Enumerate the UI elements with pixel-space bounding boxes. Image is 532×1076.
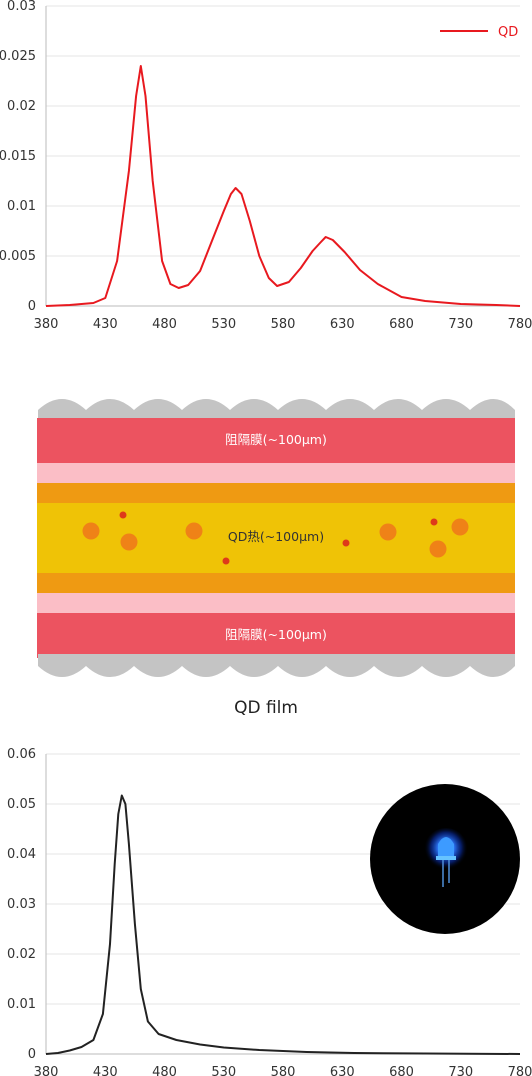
- led-bulb-icon: [438, 837, 454, 856]
- y-tick-label: 0.05: [7, 797, 36, 812]
- quantum-dot: [379, 523, 397, 541]
- quantum-dot: [429, 540, 447, 558]
- blue-led-spectrum-chart: 0 0.01 0.02 0.03 0.04 0.05 0.06 380 430 480 530 58…: [7, 747, 532, 1076]
- bottom-barrier-layer: [37, 613, 515, 658]
- chart-legend: QD: [440, 25, 518, 40]
- qd-layer-label: QD热(~100μm): [228, 529, 324, 544]
- quantum-dot: [185, 522, 203, 540]
- series-lines: [45, 65, 521, 307]
- x-tick-labels: 380 430 480 530 580 630 680 730 780: [34, 317, 532, 332]
- x-tick-label: 780: [508, 317, 532, 332]
- x-tick-label: 480: [152, 317, 177, 332]
- x-tick-label: 780: [508, 1065, 532, 1076]
- y-tick-label: 0: [28, 299, 36, 314]
- y-gridlines: [46, 5, 520, 257]
- qd-spectrum-chart: 0 0.005 0.01 0.015 0.02 0.025 0.03 380 430 480 53…: [0, 0, 532, 332]
- x-tick-label: 630: [330, 317, 355, 332]
- x-tick-label: 380: [34, 1065, 59, 1076]
- x-tick-label: 480: [152, 1065, 177, 1076]
- y-tick-label: 0.005: [0, 249, 36, 264]
- bottom-substrate-wave: [38, 654, 515, 677]
- quantum-dot-small: [430, 518, 438, 526]
- y-tick-label: 0.03: [7, 897, 36, 912]
- x-tick-label: 630: [330, 1065, 355, 1076]
- y-tick-label: 0: [28, 1047, 36, 1062]
- legend-label-qd: QD: [498, 25, 518, 40]
- y-tick-label: 0.06: [7, 747, 36, 762]
- qd-film-diagram: 阻隔膜(~100μm) QD热(~100μm) 阻隔膜(~100μm): [37, 399, 515, 677]
- x-tick-label: 430: [93, 1065, 118, 1076]
- top-substrate-wave: [38, 399, 515, 422]
- y-tick-label: 0.04: [7, 847, 36, 862]
- quantum-dot-small: [222, 557, 230, 565]
- y-tick-labels: 0 0.01 0.02 0.03 0.04 0.05 0.06: [7, 747, 36, 1062]
- x-tick-label: 380: [34, 317, 59, 332]
- x-tick-label: 680: [389, 317, 414, 332]
- x-tick-label: 580: [271, 1065, 296, 1076]
- bottom-barrier-label: 阻隔膜(~100μm): [225, 627, 327, 642]
- y-tick-label: 0.01: [7, 199, 36, 214]
- x-tick-labels: 380 430 480 530 580 630 680 730 780: [34, 1065, 532, 1076]
- y-tick-label: 0.01: [7, 997, 36, 1012]
- blue-led-image: [370, 784, 520, 934]
- top-barrier-layer: [37, 418, 515, 463]
- x-tick-label: 730: [448, 317, 473, 332]
- y-tick-labels: 0 0.005 0.01 0.015 0.02 0.025 0.03: [0, 0, 36, 314]
- quantum-dot: [120, 533, 138, 551]
- series-line-spectrum: [45, 794, 521, 1055]
- bottom-pink-layer: [37, 593, 515, 613]
- series-lines: [45, 794, 521, 1055]
- quantum-dots: [82, 511, 469, 565]
- top-orange-layer: [37, 483, 515, 503]
- y-tick-label: 0.015: [0, 149, 36, 164]
- qd-core-layer: [37, 503, 515, 573]
- y-tick-label: 0.02: [7, 99, 36, 114]
- x-tick-label: 430: [93, 317, 118, 332]
- x-tick-label: 680: [389, 1065, 414, 1076]
- quantum-dot-small: [342, 539, 350, 547]
- series-line-qd: [45, 65, 521, 307]
- quantum-dot: [451, 518, 469, 536]
- top-pink-layer: [37, 463, 515, 483]
- led-base-icon: [436, 856, 456, 860]
- top-barrier-label: 阻隔膜(~100μm): [225, 432, 327, 447]
- qd-film-caption: QD film: [234, 698, 298, 718]
- x-tick-label: 530: [211, 1065, 236, 1076]
- y-tick-label: 0.03: [7, 0, 36, 14]
- x-tick-label: 530: [211, 317, 236, 332]
- x-tick-label: 580: [271, 317, 296, 332]
- x-tick-label: 730: [448, 1065, 473, 1076]
- y-tick-label: 0.02: [7, 947, 36, 962]
- quantum-dot: [82, 522, 100, 540]
- y-tick-label: 0.025: [0, 49, 36, 64]
- bottom-orange-layer: [37, 573, 515, 593]
- quantum-dot-small: [119, 511, 127, 519]
